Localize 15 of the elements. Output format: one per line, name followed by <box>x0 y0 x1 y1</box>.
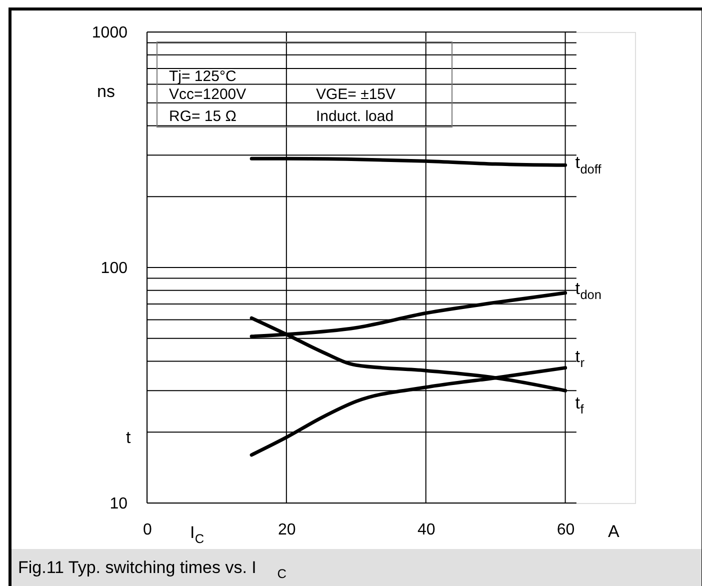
x-tick-label: 60 <box>556 522 575 538</box>
annotation: Vcc=1200V <box>169 86 246 103</box>
annotation: Induct. load <box>316 108 394 125</box>
x-tick-label: 0 <box>143 522 152 538</box>
annotation: RG= 15 Ω <box>169 108 236 125</box>
x-tick-label: 40 <box>417 522 436 538</box>
y-axis-title: t <box>126 428 131 447</box>
x-tick-label: 20 <box>278 522 296 538</box>
annotation: VGE= ±15V <box>316 86 396 103</box>
text: ns <box>97 82 115 101</box>
y-tick-label: 100 <box>100 260 128 277</box>
annotation: Tj= 125°C <box>169 68 236 85</box>
y-tick-label: 1000 <box>92 24 128 42</box>
y-tick-label: 10 <box>110 496 128 512</box>
text: A <box>608 522 620 541</box>
